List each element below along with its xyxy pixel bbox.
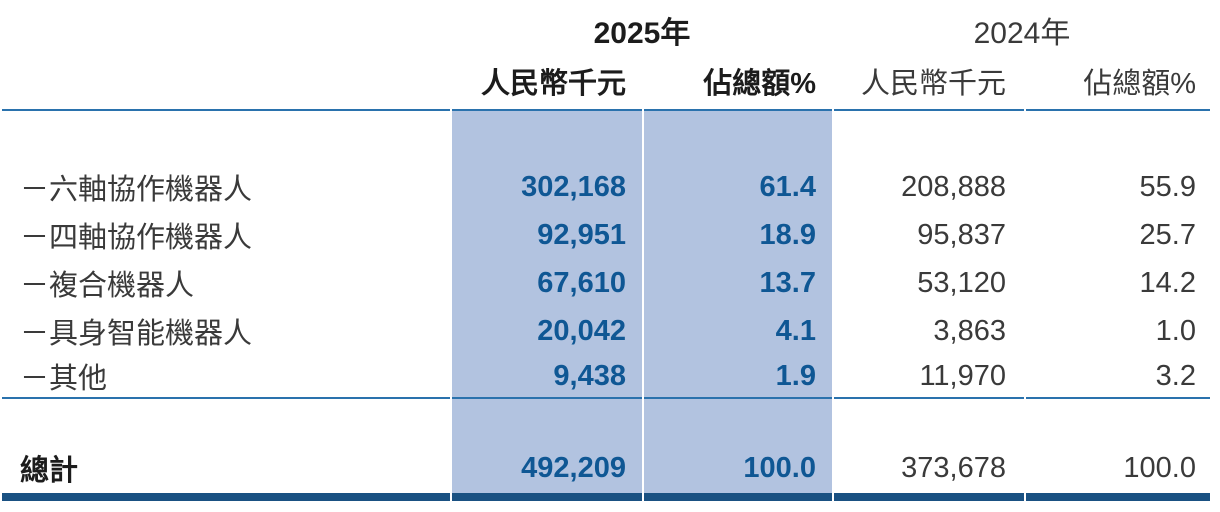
spacer-row-top: [2, 111, 1210, 163]
spacer-cell: [2, 399, 450, 443]
total-2024-percent: 100.0: [1026, 443, 1210, 501]
value-2025-percent: 13.7: [644, 259, 832, 307]
total-label: 總計: [2, 443, 450, 501]
value-2024-percent: 1.0: [1155, 314, 1196, 347]
table-row-embodied: －具身智能機器人 20,042 4.1 3,863 1.0: [2, 307, 1210, 355]
total-2025-percent: 100.0: [644, 443, 832, 501]
row-label: －六軸協作機器人: [20, 174, 253, 206]
value-2025-amount: 67,610: [452, 259, 642, 307]
header-2025-amount: 人民幣千元: [452, 56, 642, 111]
table-row-others: －其他 9,438 1.9 11,970 3.2: [2, 355, 1210, 399]
value-2025-amount: 20,042: [452, 307, 642, 355]
spacer-cell: [834, 111, 1024, 163]
value-2025-amount: 302,168: [452, 163, 642, 211]
value-2025-percent: 18.9: [644, 211, 832, 259]
table-row-six-axis: －六軸協作機器人 302,168 61.4 208,888 55.9: [2, 163, 1210, 211]
row-label: －四軸協作機器人: [20, 222, 253, 254]
row-label: －具身智能機器人: [20, 318, 253, 350]
revenue-breakdown-table: 2025年 2024年 人民幣千元 佔總額% 人民幣千元 佔總額% －六軸協作機…: [2, 0, 1210, 501]
spacer-cell: [2, 111, 450, 163]
value-2024-amount: 3,863: [933, 314, 1006, 347]
value-2024-percent: 14.2: [1139, 266, 1196, 299]
row-label-header: [2, 56, 450, 111]
row-label: －複合機器人: [20, 270, 195, 302]
row-label: －其他: [2, 355, 450, 399]
table-row-total: 總計 492,209 100.0 373,678 100.0: [2, 443, 1210, 501]
value-2025-amount: 9,438: [452, 355, 642, 399]
value-2024-amount: 53,120: [917, 266, 1006, 299]
header-2025-percent: 佔總額%: [644, 56, 832, 111]
value-2025-percent: 4.1: [644, 307, 832, 355]
year-header-spacer: [2, 0, 450, 56]
value-2025-amount: 92,951: [452, 211, 642, 259]
year-2024-header: 2024年: [973, 17, 1071, 50]
spacer-cell: [1026, 399, 1210, 443]
value-2025-percent: 61.4: [644, 163, 832, 211]
value-2024-percent: 25.7: [1139, 218, 1196, 251]
header-2024-percent: 佔總額%: [1026, 56, 1210, 111]
header-2024-amount: 人民幣千元: [834, 56, 1024, 111]
spacer-cell-highlight: [452, 111, 642, 163]
spacer-row-mid: [2, 399, 1210, 443]
spacer-cell-highlight: [644, 399, 832, 443]
spacer-cell-highlight: [452, 399, 642, 443]
year-2025-header: 2025年: [593, 17, 691, 50]
value-2025-percent: 1.9: [644, 355, 832, 399]
spacer-cell: [834, 399, 1024, 443]
value-2024-percent: 3.2: [1026, 355, 1210, 399]
table-row-four-axis: －四軸協作機器人 92,951 18.9 95,837 25.7: [2, 211, 1210, 259]
spacer-cell: [1026, 111, 1210, 163]
total-2025-amount: 492,209: [452, 443, 642, 501]
value-2024-amount: 95,837: [917, 218, 1006, 251]
value-2024-amount: 208,888: [901, 170, 1006, 203]
spacer-cell-highlight: [644, 111, 832, 163]
value-2024-amount: 11,970: [834, 355, 1024, 399]
column-header-row: 人民幣千元 佔總額% 人民幣千元 佔總額%: [2, 56, 1210, 111]
table-row-compound: －複合機器人 67,610 13.7 53,120 14.2: [2, 259, 1210, 307]
total-2024-amount: 373,678: [834, 443, 1024, 501]
value-2024-percent: 55.9: [1139, 170, 1196, 203]
year-header-row: 2025年 2024年: [2, 0, 1210, 56]
